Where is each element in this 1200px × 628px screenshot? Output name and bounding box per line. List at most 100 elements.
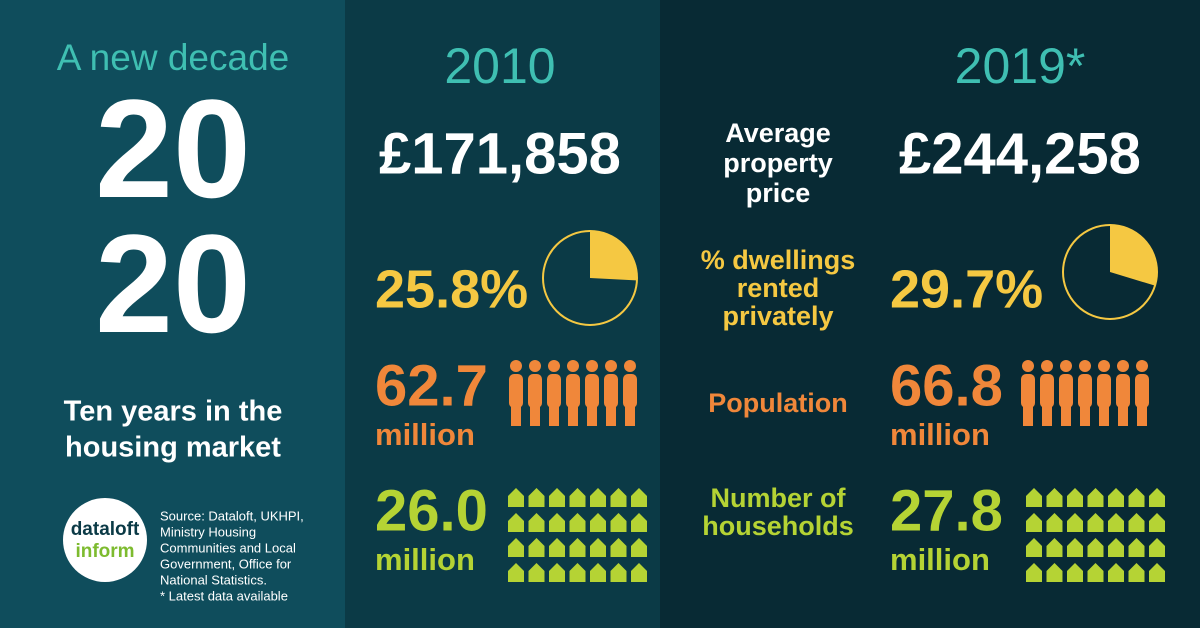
person-head — [1041, 360, 1053, 372]
house-icon — [1067, 538, 1083, 557]
column-heading: 2010 — [444, 38, 555, 94]
house-icon — [1046, 538, 1063, 557]
house-icon — [528, 538, 545, 557]
person-head — [1079, 360, 1091, 372]
person-body — [1097, 374, 1111, 408]
price-value: £171,858 — [379, 121, 621, 186]
house-icon — [590, 563, 606, 582]
percent-value: 25.8% — [375, 259, 528, 319]
person-body — [528, 374, 542, 408]
person-head — [1060, 360, 1072, 372]
source-line: * Latest data available — [160, 588, 288, 603]
person-legs — [1137, 404, 1147, 426]
house-icon — [1026, 513, 1042, 532]
house-icon — [508, 513, 524, 532]
house-icon — [1087, 538, 1104, 557]
subtitle: Ten years in the — [64, 396, 283, 428]
metric-label: rented — [737, 273, 820, 303]
pie-slice — [590, 231, 637, 281]
stat-number: 26.0 — [375, 478, 488, 543]
person-body — [585, 374, 599, 408]
source-line: National Statistics. — [160, 572, 267, 587]
house-icon — [1067, 488, 1083, 507]
house-icon — [631, 538, 647, 557]
source-line: Communities and Local — [160, 540, 296, 555]
left-panel — [0, 0, 345, 628]
house-icon — [528, 563, 545, 582]
house-icon — [1108, 563, 1124, 582]
metric-label: price — [746, 178, 811, 208]
house-icon — [1026, 488, 1042, 507]
person-head — [529, 360, 541, 372]
price-value: £244,258 — [899, 121, 1141, 186]
person-body — [509, 374, 523, 408]
middle-panel — [345, 0, 660, 628]
house-icon — [569, 488, 586, 507]
house-icon — [1026, 563, 1042, 582]
person-head — [548, 360, 560, 372]
person-body — [604, 374, 618, 408]
person-legs — [606, 404, 616, 426]
person-body — [623, 374, 637, 408]
house-icon — [610, 538, 627, 557]
person-body — [1021, 374, 1035, 408]
person-legs — [1042, 404, 1052, 426]
person-head — [567, 360, 579, 372]
metric-label: Average — [725, 118, 831, 148]
stat-unit: million — [890, 542, 990, 577]
house-icon — [549, 538, 565, 557]
house-icon — [569, 513, 586, 532]
person-body — [1078, 374, 1092, 408]
person-legs — [587, 404, 597, 426]
metric-label: households — [702, 511, 854, 541]
house-icon — [1067, 563, 1083, 582]
house-icon — [1149, 538, 1165, 557]
person-legs — [1099, 404, 1109, 426]
stat-number: 62.7 — [375, 353, 488, 418]
house-icon — [1108, 488, 1124, 507]
person-head — [510, 360, 522, 372]
house-icon — [508, 563, 524, 582]
stat-number: 66.8 — [890, 353, 1003, 418]
person-head — [624, 360, 636, 372]
person-head — [1098, 360, 1110, 372]
pie-slice — [1110, 225, 1157, 286]
house-icon — [590, 488, 606, 507]
kicker: A new decade — [57, 37, 289, 78]
person-legs — [625, 404, 635, 426]
year-top: 20 — [95, 70, 251, 227]
person-head — [586, 360, 598, 372]
stat-unit: million — [375, 417, 475, 452]
column-heading: 2019* — [955, 38, 1086, 94]
source-line: Source: Dataloft, UKHPI, — [160, 508, 304, 523]
house-icon — [1108, 538, 1124, 557]
metric-label: Population — [708, 388, 847, 418]
metric-label: property — [723, 148, 833, 178]
house-icon — [1149, 563, 1165, 582]
house-icon — [528, 513, 545, 532]
house-icon — [1046, 488, 1063, 507]
house-icon — [1149, 488, 1165, 507]
metric-label: privately — [722, 301, 833, 331]
person-body — [1135, 374, 1149, 408]
person-legs — [1080, 404, 1090, 426]
house-icon — [1026, 538, 1042, 557]
stat-unit: million — [375, 542, 475, 577]
stat-number: 27.8 — [890, 478, 1003, 543]
person-head — [1136, 360, 1148, 372]
house-icon — [569, 538, 586, 557]
house-icon — [528, 488, 545, 507]
person-head — [605, 360, 617, 372]
person-head — [1117, 360, 1129, 372]
house-icon — [508, 538, 524, 557]
house-icon — [1108, 513, 1124, 532]
person-head — [1022, 360, 1034, 372]
person-legs — [530, 404, 540, 426]
house-icon — [1046, 563, 1063, 582]
person-legs — [511, 404, 521, 426]
person-body — [1040, 374, 1054, 408]
person-legs — [1118, 404, 1128, 426]
house-icon — [631, 513, 647, 532]
house-icon — [1067, 513, 1083, 532]
